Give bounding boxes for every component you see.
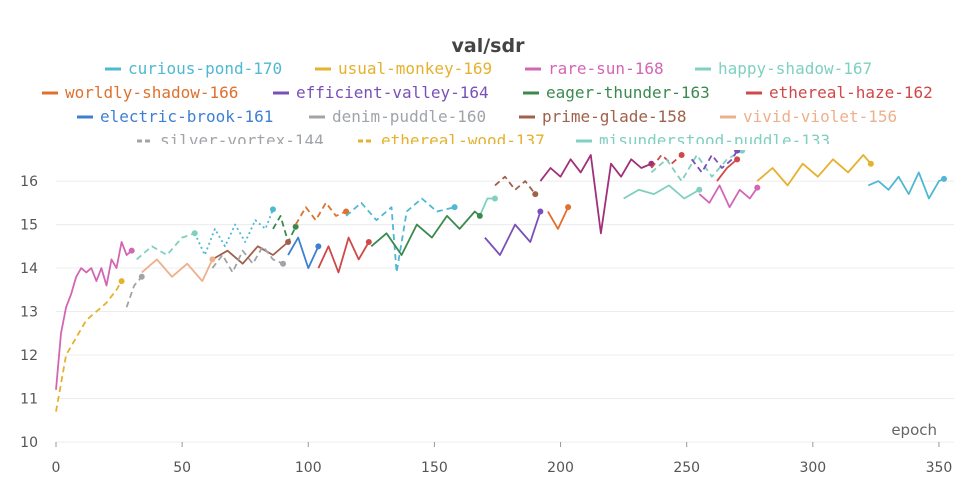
x-tick-label: 150 [421,460,448,476]
series-line-endpoint [285,238,292,245]
series-line-endpoint [491,195,498,202]
x-axis-label: epoch [891,421,937,439]
series-line-endpoint [739,150,746,154]
legend-entry: efficient-valley-164 [296,83,489,102]
series-line [756,154,872,187]
series-line-endpoint [532,191,539,198]
series-line-endpoint [537,208,544,215]
series-line-endpoint [343,208,350,215]
series-line-endpoint [754,184,761,191]
series-line [698,184,759,209]
series-line-endpoint [365,238,372,245]
x-tick-label: 350 [926,460,953,476]
series-line [478,197,495,217]
series-line [294,201,347,226]
legend-entry: electric-brook-161 [100,107,273,126]
legend-entry: denim-puddle-160 [332,107,486,126]
y-tick-label: 15 [20,218,38,234]
series-line-endpoint [678,152,685,158]
legend-entry: usual-monkey-169 [338,59,492,78]
legend-entry: eager-thunder-163 [546,83,710,102]
series-line [370,210,481,256]
legend-entry: curious-pond-170 [128,59,282,78]
series-line [494,175,537,195]
series-line [547,206,569,230]
y-tick-label: 10 [20,435,38,451]
y-tick-label: 12 [20,348,38,364]
plot-area [55,150,947,412]
series-line [867,171,945,200]
y-tick-label: 16 [20,174,38,190]
x-tick-label: 250 [673,460,700,476]
series-line [136,232,196,261]
x-tick-label: 100 [295,460,322,476]
legend-entry: silver-vortex-144 [160,131,324,150]
series-line-endpoint [209,256,216,263]
series-line-endpoint [138,273,145,280]
series-line-endpoint [118,278,125,285]
series-line-endpoint [867,160,874,167]
series-line [141,258,214,283]
x-tick-label: 200 [547,460,574,476]
series-line [690,150,738,174]
y-tick-label: 13 [20,305,38,321]
series-line-endpoint [269,206,276,213]
legend-entry: prime-glade-158 [542,107,687,126]
series-line-endpoint [476,212,483,219]
legend-entry: worldly-shadow-166 [65,83,238,102]
x-axis: 0 50 100 150 200 250 300 350 [52,442,953,476]
x-tick-label: 0 [52,460,61,476]
series-line [623,184,700,200]
series-line-endpoint [191,230,198,237]
series-line-endpoint [565,204,572,211]
grid [56,180,954,443]
series-line [650,154,683,169]
series-line [539,154,652,235]
series-line-endpoint [941,175,947,182]
series-line [55,241,133,390]
series-line [211,245,284,274]
series-line [125,276,143,308]
series-line-endpoint [315,243,322,250]
series-line [716,158,738,182]
series-line [193,209,274,256]
x-tick-label: 50 [173,460,191,476]
series-line [484,211,542,256]
series-line [211,241,289,265]
chart-title: val/sdr [452,35,526,57]
series-line [55,280,123,412]
legend: curious-pond-170 usual-monkey-169 rare-sun… [42,59,933,150]
y-axis: 10 11 12 13 14 15 16 [20,174,38,451]
legend-entry: happy-shadow-167 [718,59,872,78]
series-line-endpoint [734,156,741,163]
series-line-endpoint [451,204,458,211]
series-line-endpoint [292,223,299,230]
series-line [287,236,320,270]
series-line-endpoint [128,247,135,254]
y-tick-label: 11 [20,392,38,408]
legend-entry: vivid-violet-156 [743,107,897,126]
x-tick-label: 300 [799,460,826,476]
legend-entry: ethereal-haze-162 [769,83,933,102]
legend-entry: ethereal-wood-137 [381,131,545,150]
series-line [345,197,455,274]
series-line [272,214,297,243]
y-tick-label: 14 [20,261,38,277]
legend-entry: rare-sun-168 [548,59,664,78]
series-line [317,236,370,274]
legend-entry: misunderstood-puddle-133 [599,131,830,150]
series-line-endpoint [696,186,703,193]
series-line-endpoint [734,150,741,154]
series-line-endpoint [280,260,287,267]
